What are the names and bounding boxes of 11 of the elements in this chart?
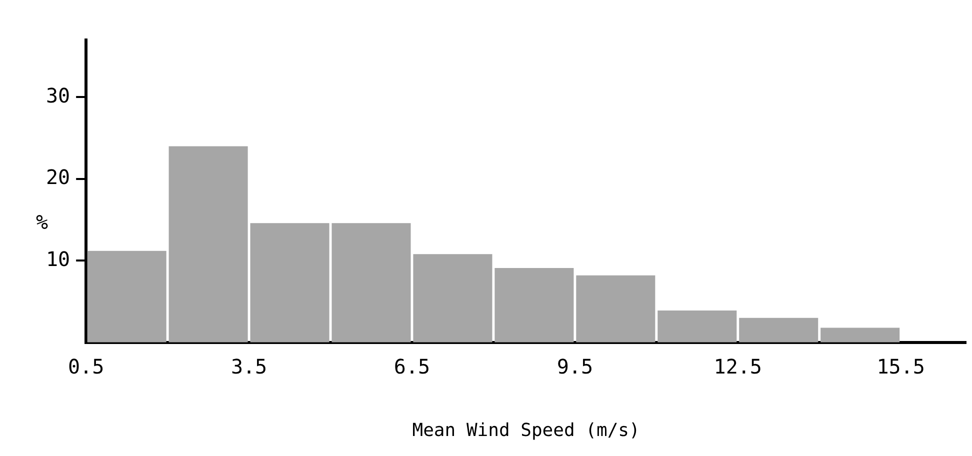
y-tick-label: 20 [46,165,70,190]
x-tick-label: 3.5 [230,354,268,379]
x-tick-label: 15.5 [876,354,925,379]
x-tick-label: 9.5 [556,354,593,379]
y-axis-title: % [36,210,48,234]
x-tick-label: 0.5 [68,354,104,379]
x-tick-label: 12.5 [714,354,762,379]
x-axis-title: Mean Wind Speed (m/s) [412,420,640,441]
x-tick-label: 6.5 [394,354,430,379]
y-tick-label: 30 [46,83,70,108]
y-tick-label: 10 [46,246,70,271]
